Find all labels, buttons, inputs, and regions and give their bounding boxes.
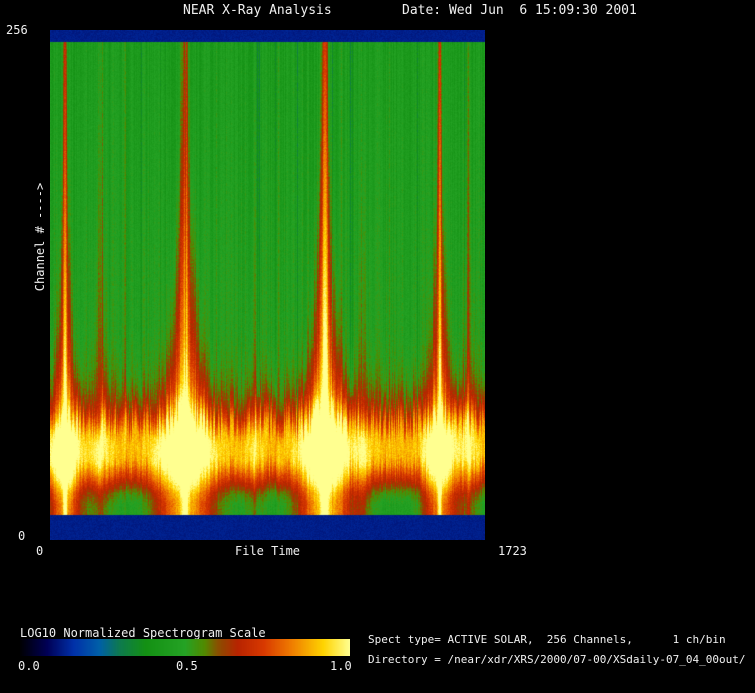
spectrogram-canvas xyxy=(50,30,485,540)
y-axis-max-label: 256 xyxy=(6,23,28,37)
window-title: NEAR X-Ray Analysis xyxy=(183,3,332,18)
y-axis-title: Channel # ----> xyxy=(33,182,47,292)
x-axis-max-label: 1723 xyxy=(498,544,527,558)
directory-info: Directory = /near/xdr/XRS/2000/07-00/XSd… xyxy=(368,653,746,666)
colorbar-title: LOG10 Normalized Spectrogram Scale xyxy=(20,626,266,640)
y-axis-min-label: 0 xyxy=(18,529,26,543)
date-label: Date: Wed Jun 6 15:09:30 2001 xyxy=(402,3,637,18)
colorbar-tick-max: 1.0 xyxy=(330,659,352,673)
colorbar-gradient xyxy=(20,639,350,656)
x-axis-min-label: 0 xyxy=(36,544,44,558)
spect-type-info: Spect type= ACTIVE SOLAR, 256 Channels, … xyxy=(368,633,726,646)
colorbar-tick-min: 0.0 xyxy=(18,659,40,673)
colorbar-tick-mid: 0.5 xyxy=(176,659,198,673)
x-axis-title: File Time xyxy=(235,544,301,558)
